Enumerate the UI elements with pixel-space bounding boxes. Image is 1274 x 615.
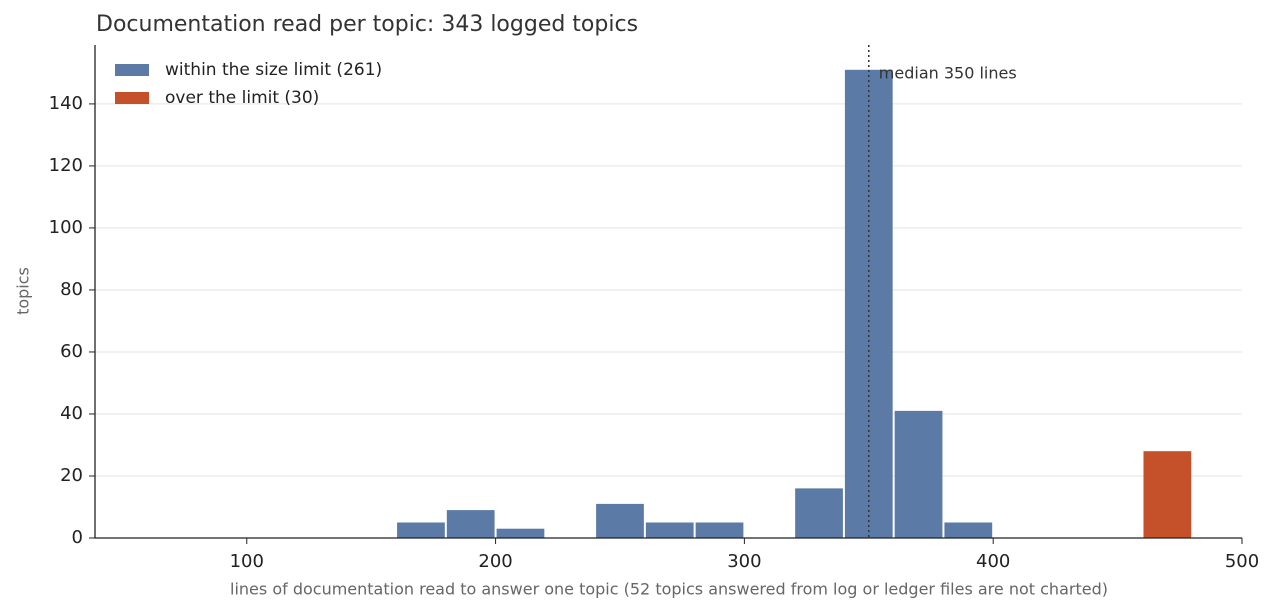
median-label: median 350 lines — [879, 64, 1017, 83]
y-tick-label: 100 — [49, 217, 83, 238]
bar — [645, 522, 694, 538]
legend-swatch — [115, 92, 149, 104]
y-axis-label: topics — [14, 267, 33, 315]
legend-swatch — [115, 64, 149, 76]
y-tick-label: 80 — [60, 279, 83, 300]
x-tick-label: 100 — [230, 551, 264, 572]
bar — [1143, 451, 1192, 538]
x-tick-label: 300 — [727, 551, 761, 572]
bar — [795, 488, 843, 538]
bar — [496, 528, 545, 538]
bar — [596, 503, 644, 538]
y-tick-label: 120 — [49, 155, 83, 176]
bar — [844, 69, 893, 539]
chart-title: Documentation read per topic: 343 logged… — [96, 12, 638, 37]
y-tick-label: 0 — [72, 527, 83, 548]
bar — [446, 510, 495, 538]
bar — [695, 522, 744, 538]
legend-label: within the size limit (261) — [165, 60, 382, 80]
bar — [397, 522, 445, 538]
y-tick-label: 60 — [60, 341, 83, 362]
y-tick-label: 40 — [60, 403, 83, 424]
x-tick-label: 200 — [478, 551, 512, 572]
x-axis-label: lines of documentation read to answer on… — [230, 580, 1108, 599]
legend-label: over the limit (30) — [165, 88, 319, 108]
bar — [894, 410, 943, 538]
y-tick-label: 140 — [49, 93, 83, 114]
x-tick-label: 500 — [1225, 551, 1259, 572]
y-tick-label: 20 — [60, 465, 83, 486]
x-tick-label: 400 — [976, 551, 1010, 572]
bar — [944, 522, 993, 538]
